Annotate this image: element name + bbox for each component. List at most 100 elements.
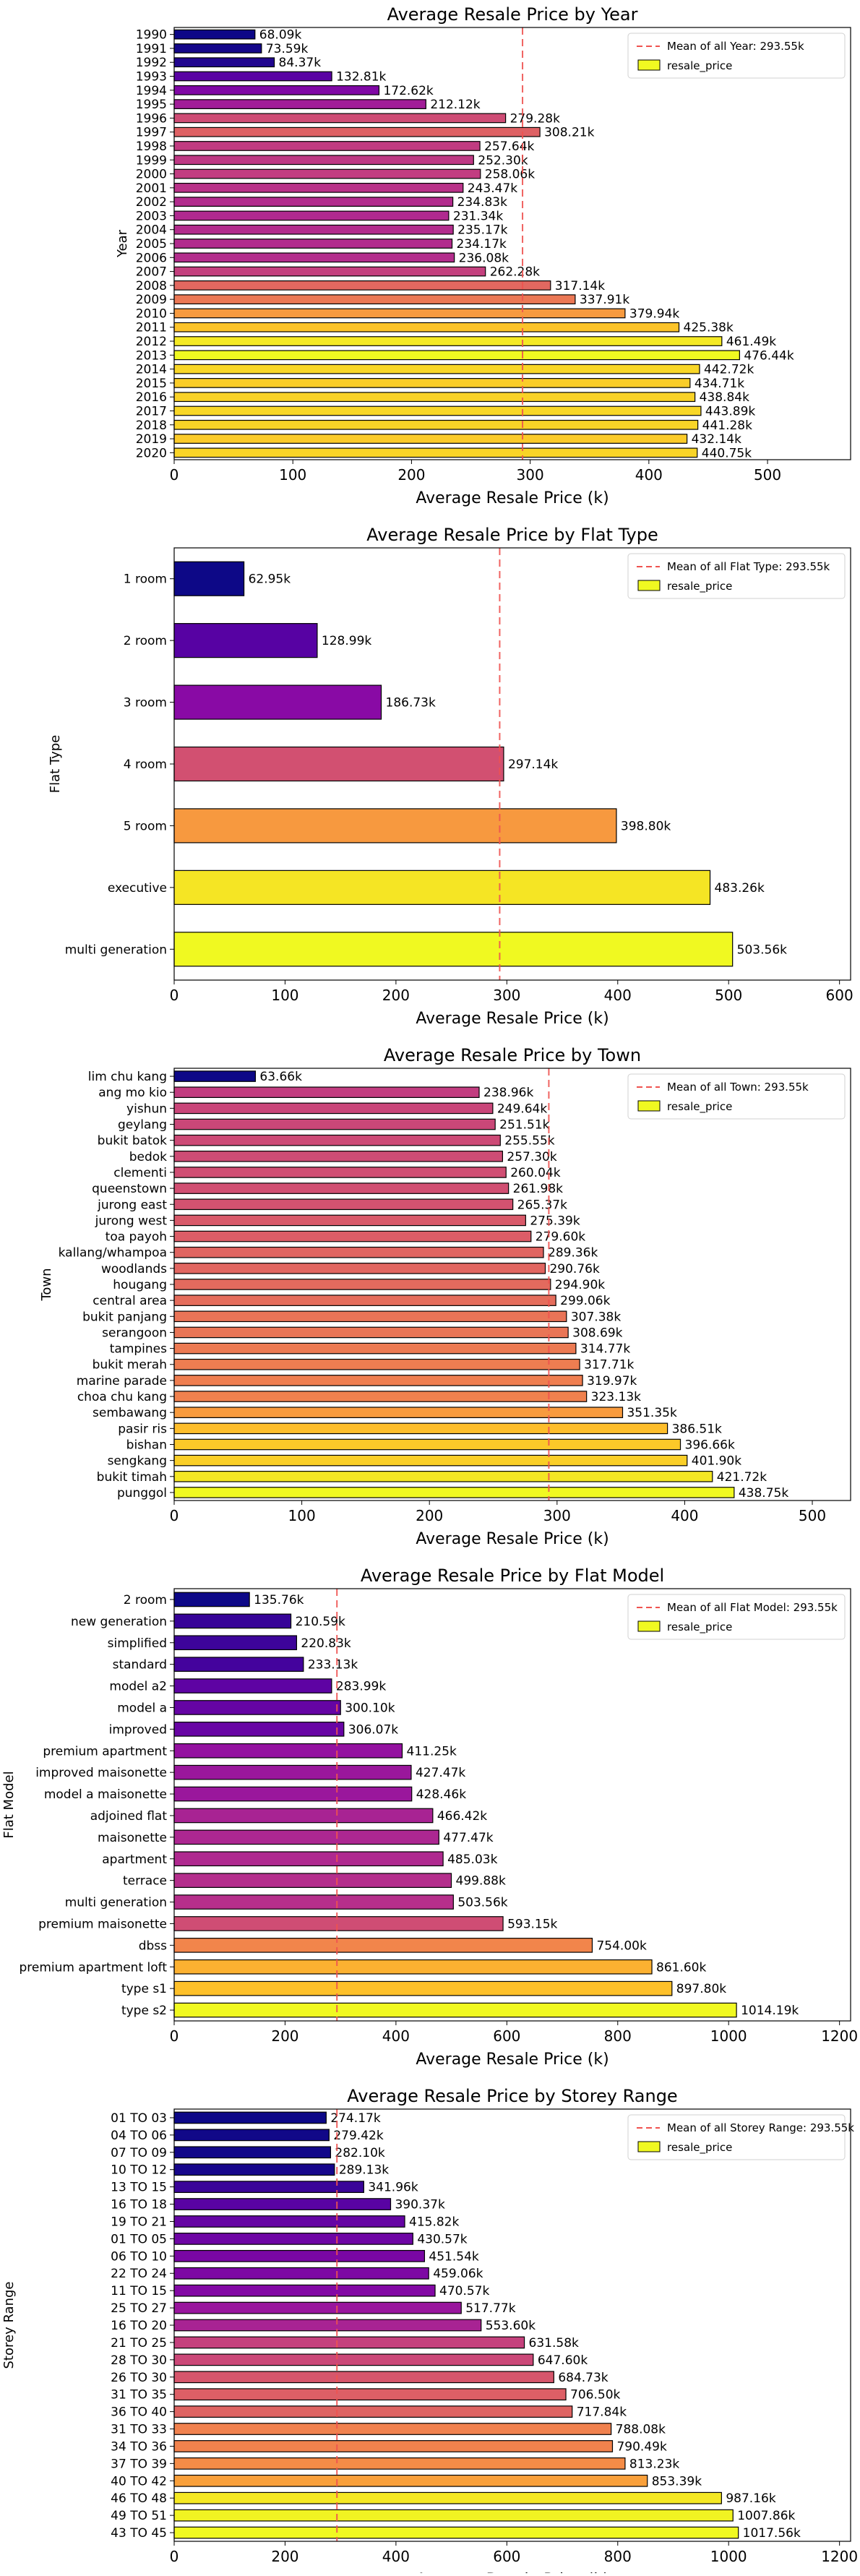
y-tick-label: 2 room	[124, 634, 167, 648]
data-label: 84.37k	[279, 56, 322, 70]
y-tick-label: 06 TO 10	[111, 2249, 167, 2264]
data-label: 466.42k	[437, 1809, 487, 1824]
bar	[173, 2526, 739, 2539]
data-label: 421.72k	[717, 1470, 767, 1485]
legend-series-swatch	[637, 580, 661, 591]
y-tick-label: 2013	[136, 348, 167, 363]
data-label: 503.56k	[457, 1896, 507, 1910]
data-label: 234.83k	[457, 195, 507, 210]
y-tick-label: 2004	[136, 223, 167, 238]
y-tick-label: 37 TO 39	[111, 2457, 167, 2471]
y-tick-label: 1994	[136, 84, 167, 98]
bar	[173, 252, 455, 263]
y-tick-label: clementi	[113, 1166, 167, 1180]
y-tick-label: model a2	[109, 1680, 167, 1694]
y-tick-label: hougang	[113, 1278, 167, 1292]
data-label: 274.17k	[330, 2111, 380, 2126]
y-tick-label: 31 TO 35	[111, 2388, 167, 2403]
bar	[173, 2388, 567, 2401]
x-tick-label: 200	[397, 466, 425, 484]
bar	[173, 746, 504, 782]
bar	[173, 43, 262, 53]
bar	[173, 1613, 292, 1629]
bar	[173, 1700, 341, 1715]
y-tick-label: 1995	[136, 98, 167, 112]
y-tick-label: 4 room	[124, 757, 167, 772]
y-tick-label: multi generation	[65, 943, 167, 957]
data-label: 212.12k	[430, 98, 480, 112]
y-tick-label: jurong west	[95, 1214, 168, 1228]
y-tick-label: sengkang	[108, 1454, 167, 1469]
legend: Mean of all Storey Range: 293.55k resale_…	[627, 2114, 854, 2160]
chart-panel-1: Average Resale Price by Year 68.09k 1990 73…	[115, 4, 851, 507]
bar	[173, 1764, 412, 1780]
bar	[173, 1851, 444, 1867]
y-tick-label: model a	[117, 1701, 167, 1715]
bar	[173, 684, 382, 720]
x-tick-label: 800	[604, 2027, 632, 2045]
data-label: 132.81k	[336, 70, 386, 85]
data-label: 351.35k	[627, 1406, 676, 1420]
data-label: 443.89k	[705, 404, 755, 418]
chart-panel-3: Average Resale Price by Town 63.66k lim ch…	[39, 1045, 851, 1548]
bar	[173, 266, 486, 277]
bar	[173, 1214, 526, 1227]
y-tick-label: premium apartment	[43, 1744, 167, 1759]
plot-frame	[173, 2108, 851, 2542]
bar	[173, 932, 734, 967]
data-label: 319.97k	[587, 1374, 637, 1388]
y-tick-label: bedok	[129, 1150, 167, 1164]
data-label: 470.57k	[439, 2284, 489, 2298]
y-tick-label: 3 room	[124, 696, 167, 710]
y-tick-label: ang mo kio	[98, 1086, 167, 1100]
bar	[173, 322, 680, 332]
y-tick-label: 2002	[136, 195, 167, 210]
y-tick-label: 2017	[136, 404, 167, 418]
y-tick-label: improved	[109, 1722, 167, 1737]
data-label: 249.64k	[497, 1102, 547, 1116]
chart-title: Average Resale Price by Storey Range	[347, 2086, 677, 2106]
legend-box	[627, 1073, 846, 1120]
x-tick-label: 100	[288, 1507, 316, 1524]
bar	[173, 392, 696, 403]
y-tick-label: choa chu kang	[77, 1390, 167, 1404]
bar	[173, 405, 702, 416]
legend-series-label: resale_price	[667, 580, 732, 593]
y-axis-label: Flat Type	[48, 735, 63, 794]
bar	[173, 1422, 668, 1435]
bar	[173, 1326, 569, 1339]
bar	[173, 364, 700, 374]
data-label: 442.72k	[704, 363, 754, 377]
x-tick-label: 400	[671, 1507, 698, 1524]
y-tick-label: 13 TO 15	[111, 2181, 167, 2195]
data-label: 477.47k	[443, 1831, 493, 1845]
y-tick-label: multi generation	[65, 1896, 167, 1910]
data-label: 233.13k	[308, 1658, 358, 1673]
x-tick-label: 0	[170, 2027, 179, 2045]
bar	[173, 1938, 593, 1953]
y-tick-label: premium apartment loft	[19, 1960, 167, 1975]
legend-series-label: resale_price	[667, 1100, 732, 1114]
legend-series-swatch	[637, 1100, 661, 1112]
y-tick-label: 04 TO 06	[111, 2129, 167, 2143]
bar	[173, 2249, 426, 2262]
y-tick-label: 1992	[136, 56, 167, 70]
bar	[173, 1407, 624, 1418]
data-label: 236.08k	[459, 251, 509, 265]
x-tick-label: 200	[271, 2548, 298, 2565]
data-label: 1007.86k	[737, 2509, 795, 2523]
y-tick-label: apartment	[102, 1852, 167, 1867]
data-label: 430.57k	[417, 2232, 467, 2246]
data-label: 438.75k	[739, 1486, 788, 1500]
data-label: 861.60k	[656, 1960, 706, 1975]
bar	[173, 2002, 737, 2018]
bar	[173, 2181, 364, 2194]
bar	[173, 1808, 434, 1824]
chart-panel-4: Average Resale Price by Flat Model 135.76…	[1, 1566, 858, 2069]
data-label: 307.38k	[571, 1310, 621, 1324]
y-tick-label: 2019	[136, 432, 167, 447]
data-label: 275.39k	[530, 1214, 580, 1228]
bar	[173, 224, 454, 235]
data-label: 235.17k	[457, 223, 507, 238]
